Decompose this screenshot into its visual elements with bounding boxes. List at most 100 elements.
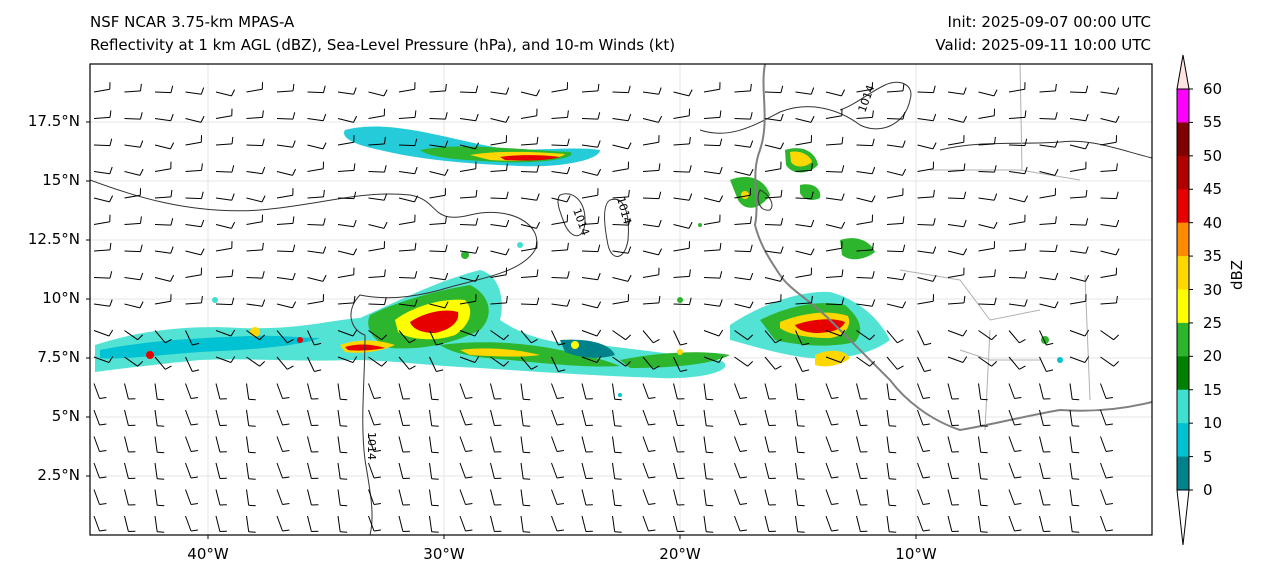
wind-barb <box>703 171 720 175</box>
wind-barb <box>124 171 141 176</box>
wind-barb <box>368 91 385 97</box>
wind-barb <box>276 356 288 370</box>
wind-barb <box>1069 409 1073 426</box>
wind-barb <box>276 250 294 253</box>
map-area <box>90 64 1152 535</box>
wind-barb <box>978 515 982 532</box>
wind-barb <box>93 249 111 252</box>
wind-barb <box>185 118 202 123</box>
wind-barb <box>673 356 681 372</box>
wind-barb-feather <box>889 451 897 454</box>
wind-barb <box>1100 356 1114 367</box>
wind-barb-feather <box>474 329 480 337</box>
wind-barb <box>368 197 385 201</box>
wind-barb <box>368 224 385 229</box>
wind-barb <box>398 356 410 370</box>
wind-barb-feather <box>902 168 907 176</box>
wind-barb <box>93 303 110 307</box>
wind-barb <box>612 224 629 226</box>
wind-barb <box>703 409 707 426</box>
wind-barb-feather <box>384 165 387 173</box>
wind-barb-feather <box>231 89 236 97</box>
lon-tick-label: 30°W <box>423 545 465 563</box>
wind-barb <box>459 515 466 532</box>
wind-barb-feather <box>465 503 473 505</box>
wind-barb <box>825 356 842 363</box>
wind-barb <box>337 462 341 479</box>
wind-barb-feather <box>566 166 571 174</box>
wind-barb <box>337 383 341 400</box>
wind-barb-feather <box>384 269 386 277</box>
wind-barb-feather <box>139 272 144 280</box>
wind-barb-feather <box>261 195 266 203</box>
wind-barb <box>642 169 660 172</box>
wind-barb <box>93 144 111 147</box>
wind-barb <box>124 409 129 426</box>
wind-barb <box>154 91 172 94</box>
wind-barb <box>581 330 598 337</box>
wind-barb <box>581 171 598 176</box>
wind-barb-feather <box>474 356 480 363</box>
wind-barb-feather <box>718 356 724 363</box>
wind-barb-feather <box>352 356 358 363</box>
wind-barb-feather <box>465 397 473 399</box>
wind-barb <box>825 197 842 201</box>
wind-barb <box>185 409 192 426</box>
wind-barb-feather <box>383 89 388 97</box>
wind-barb-feather <box>409 365 416 370</box>
wind-barb-feather <box>1116 163 1118 171</box>
wind-barb-feather <box>614 531 622 533</box>
wind-barb <box>1069 118 1086 122</box>
wind-barb <box>734 383 741 399</box>
wind-barb <box>947 141 964 146</box>
wind-barb <box>429 436 433 453</box>
wind-barb <box>124 144 141 148</box>
wind-barb-feather <box>465 423 473 426</box>
wind-barb-feather <box>658 191 662 199</box>
wind-barb-feather <box>871 166 876 174</box>
wind-barb <box>581 144 598 148</box>
wind-barb-feather <box>231 297 235 305</box>
wind-barb <box>947 356 964 363</box>
wind-barb-feather <box>465 529 473 532</box>
wind-barb-feather <box>323 189 325 197</box>
wind-barb <box>978 197 995 201</box>
wind-barb-feather <box>436 369 444 372</box>
wind-barb <box>185 383 192 399</box>
colorbar-tick-label: 25 <box>1203 313 1223 332</box>
wind-barb-feather <box>991 334 998 341</box>
wind-barb <box>215 91 232 97</box>
wind-barb <box>429 303 446 309</box>
wind-barb-feather <box>841 89 846 97</box>
wind-barb <box>856 277 873 279</box>
wind-barb-feather <box>231 269 234 277</box>
wind-barb-feather <box>597 168 602 176</box>
wind-barb-feather <box>802 342 810 346</box>
wind-barb-feather <box>963 191 967 199</box>
wind-barb <box>1100 436 1107 452</box>
colorbar-segment <box>1177 423 1189 458</box>
wind-barb-feather <box>353 87 357 95</box>
wind-barb-feather <box>248 398 256 401</box>
wind-barb-feather <box>566 299 571 307</box>
wind-barb-feather <box>811 295 813 303</box>
wind-barb-feather <box>810 87 815 95</box>
wind-barb <box>551 356 559 372</box>
wind-barb-feather <box>689 269 691 277</box>
wind-barb-feather <box>810 248 815 256</box>
wind-barb-feather <box>282 450 290 452</box>
wind-barb-feather <box>99 397 107 399</box>
wind-barb-feather <box>523 504 531 507</box>
wind-barb-feather <box>747 361 754 367</box>
wind-barb-feather <box>719 242 722 250</box>
wind-barb <box>1069 383 1073 400</box>
wind-barb <box>642 302 660 305</box>
wind-barb <box>398 116 416 119</box>
wind-barb-feather <box>282 503 290 505</box>
wind-barb <box>856 171 873 175</box>
colorbar-segment <box>1177 289 1189 324</box>
wind-barb-feather <box>137 361 144 367</box>
wind-barb <box>154 462 158 479</box>
wind-barb-feather <box>99 423 107 426</box>
wind-barb <box>93 330 110 337</box>
